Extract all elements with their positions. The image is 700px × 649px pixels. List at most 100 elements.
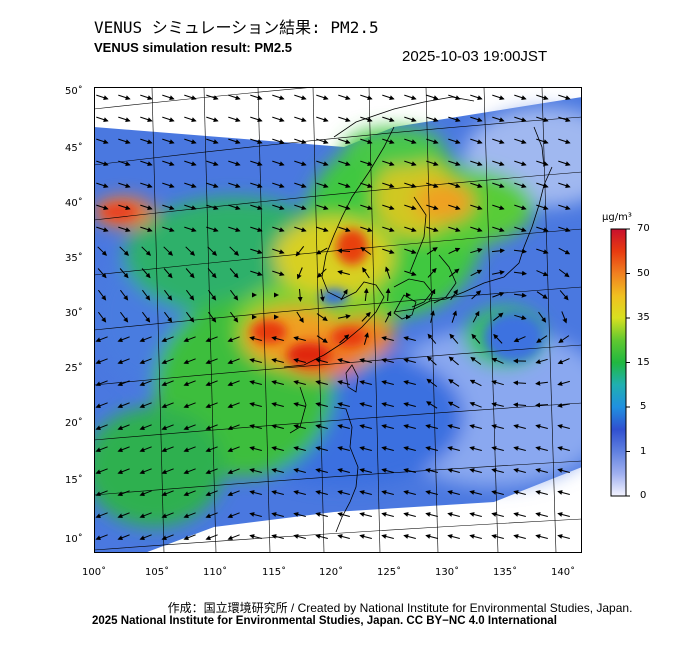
wind-arrow (337, 358, 350, 363)
wind-arrow (250, 182, 263, 189)
lat-label-45: 45˚ (65, 143, 83, 154)
wind-arrow (272, 226, 285, 233)
wind-arrow (316, 335, 328, 343)
wind-arrow (96, 160, 109, 167)
wind-arrow (162, 94, 175, 101)
wind-arrow (360, 116, 373, 123)
wind-arrow (117, 512, 130, 519)
wind-arrow (207, 268, 217, 279)
wind-arrow (294, 204, 307, 211)
wind-arrow (183, 534, 196, 541)
wind-arrow (271, 534, 284, 539)
wind-arrow (316, 268, 327, 278)
wind-arrow (249, 468, 262, 473)
wind-arrow (338, 160, 351, 167)
wind-arrow (448, 379, 460, 387)
wind-arrow (558, 226, 571, 233)
wind-arrow (385, 288, 391, 302)
wind-arrow (338, 204, 351, 211)
wind-arrow (448, 160, 461, 167)
wind-arrow (294, 94, 307, 101)
wind-arrow (271, 468, 284, 473)
wind-arrow (228, 182, 241, 189)
wind-arrow (183, 424, 196, 431)
wind-arrow (164, 311, 173, 323)
wind-arrow (315, 380, 328, 385)
wind-arrow (295, 245, 305, 257)
wind-arrow (316, 160, 329, 167)
wind-arrow (95, 468, 108, 475)
wind-arrow (426, 160, 439, 167)
wind-arrow (404, 226, 417, 233)
wind-arrow (513, 534, 526, 539)
wind-arrow (272, 138, 285, 145)
wind-arrow (404, 138, 417, 145)
wind-arrow (426, 226, 439, 233)
wind-arrow (249, 358, 262, 363)
wind-arrow (337, 270, 350, 275)
wind-arrow (139, 358, 152, 365)
wind-arrow (206, 204, 219, 211)
wind-arrow (294, 160, 307, 167)
wind-arrow (184, 226, 197, 233)
wind-arrow (140, 138, 153, 145)
wind-arrow (184, 116, 197, 123)
wind-arrow (382, 182, 395, 189)
wind-arrow (558, 182, 571, 189)
wind-arrow (360, 226, 373, 233)
wind-arrow (361, 311, 371, 322)
wind-arrow (360, 94, 373, 101)
wind-arrow (95, 424, 108, 431)
wind-arrow (250, 204, 263, 211)
wind-arrow (97, 246, 108, 256)
wind-arrow (293, 446, 306, 451)
wind-arrow (492, 270, 505, 276)
wind-arrow (447, 534, 460, 539)
wind-arrow (229, 311, 239, 323)
wind-arrow (293, 380, 306, 385)
wind-arrow (250, 248, 263, 255)
wind-arrow (426, 356, 437, 366)
wind-arrow (426, 204, 439, 211)
wind-arrow (492, 291, 505, 298)
wind-arrow (404, 248, 417, 255)
wind-arrow (491, 512, 504, 517)
wind-arrow (316, 182, 329, 189)
wind-arrow (493, 333, 503, 344)
lon-label-130: 130˚ (435, 567, 460, 578)
wind-arrow (249, 402, 262, 407)
wind-arrow (557, 468, 570, 473)
wind-arrow (513, 380, 527, 386)
wind-arrow (183, 468, 196, 475)
wind-arrow (207, 246, 218, 256)
wind-arrow (557, 358, 570, 365)
wind-arrow (363, 332, 369, 345)
wind-arrow (315, 424, 328, 429)
wind-arrow (340, 289, 348, 301)
wind-arrow (140, 160, 153, 167)
wind-arrow (205, 512, 218, 519)
wind-arrow (183, 358, 196, 365)
wind-vectors (95, 94, 571, 541)
wind-arrow (162, 160, 175, 167)
wind-arrow (558, 247, 571, 255)
wind-arrow (492, 116, 505, 123)
wind-arrow (359, 490, 372, 495)
wind-arrow (359, 424, 372, 429)
wind-arrow (558, 268, 570, 278)
wind-arrow (381, 446, 394, 451)
wind-arrow (229, 246, 240, 256)
wind-arrow (161, 336, 174, 343)
wind-arrow (293, 336, 306, 341)
wind-arrow (535, 380, 548, 386)
wind-arrow (271, 358, 284, 363)
colorbar (610, 228, 630, 497)
wind-arrow (472, 310, 480, 323)
wind-arrow (381, 358, 394, 363)
wind-arrow (337, 446, 350, 451)
wind-arrow (208, 289, 217, 301)
wind-arrow (470, 356, 482, 365)
wind-arrow (316, 226, 329, 233)
wind-arrow (249, 446, 262, 451)
wind-arrow (425, 512, 438, 517)
